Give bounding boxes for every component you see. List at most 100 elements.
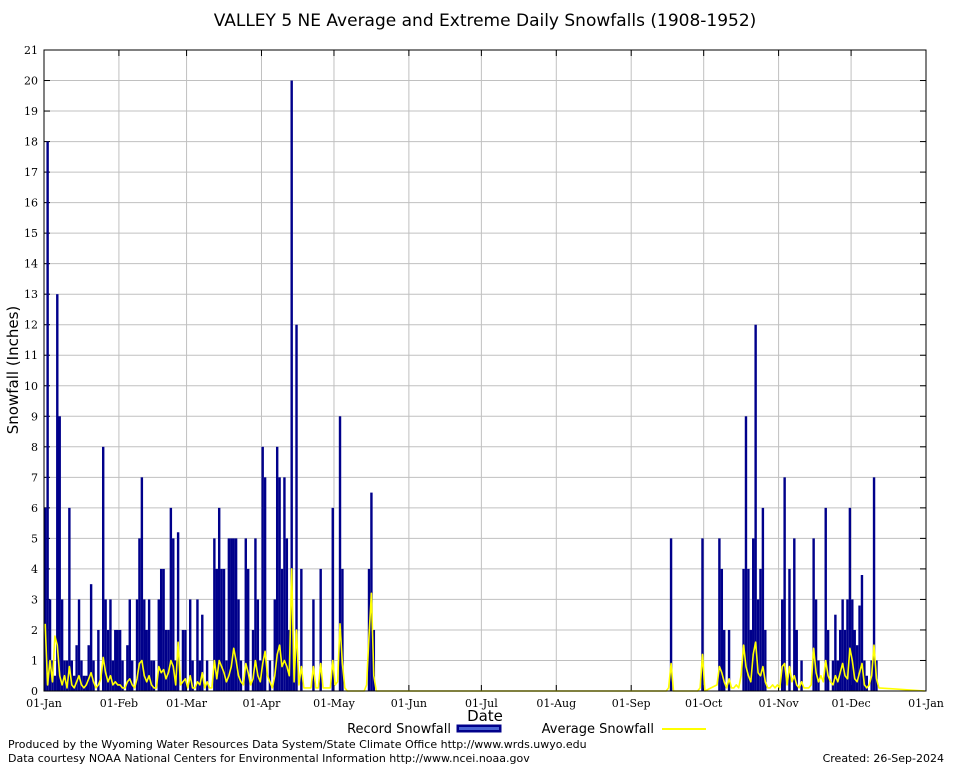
record-snowfall-bar bbox=[145, 629, 148, 691]
record-snowfall-bar bbox=[176, 532, 180, 691]
x-tick-label: 01-Mar bbox=[166, 697, 208, 710]
record-snowfall-bar bbox=[865, 675, 869, 691]
record-snowfall-bar bbox=[48, 599, 52, 691]
record-snowfall-bar bbox=[848, 507, 852, 691]
footer-credit-wrds: Produced by the Wyoming Water Resources … bbox=[8, 738, 587, 751]
record-snowfall-bar bbox=[261, 446, 264, 691]
record-snowfall-bar bbox=[65, 660, 69, 691]
record-snowfall-bar bbox=[80, 660, 83, 691]
record-snowfall-bar bbox=[164, 629, 168, 691]
record-snowfall-bar bbox=[172, 538, 175, 691]
record-snowfall-bar bbox=[273, 599, 276, 691]
record-snowfall-bar bbox=[744, 416, 748, 691]
record-snowfall-bar bbox=[169, 507, 173, 691]
record-snowfall-bar bbox=[370, 492, 373, 691]
average-snowfall-line bbox=[44, 568, 925, 692]
record-snowfall-bar bbox=[817, 660, 820, 691]
record-snowfall-bar bbox=[749, 629, 753, 691]
record-snowfall-bar bbox=[843, 629, 847, 691]
legend-record-label: Record Snowfall bbox=[347, 722, 451, 737]
record-snowfall-bar bbox=[669, 538, 673, 691]
record-snowfall-bar bbox=[846, 599, 849, 691]
y-axis-label: Snowfall (Inches) bbox=[4, 306, 22, 434]
record-snowfall-bar bbox=[77, 599, 81, 691]
record-snowfall-bar bbox=[263, 477, 267, 691]
record-snowfall-bar bbox=[826, 629, 830, 691]
y-tick-label: 20 bbox=[24, 75, 38, 88]
record-snowfall-bar bbox=[795, 629, 798, 691]
x-tick-label: 01-Apr bbox=[242, 697, 281, 710]
y-tick-label: 4 bbox=[31, 563, 38, 576]
record-snowfall-bar bbox=[338, 416, 342, 691]
record-snowfall-bar bbox=[764, 629, 767, 691]
record-snowfall-bar bbox=[312, 599, 315, 691]
record-snowfall-bar bbox=[75, 645, 78, 691]
record-snowfall-bar bbox=[138, 538, 141, 691]
record-snowfall-bar bbox=[217, 507, 221, 691]
record-snowfall-bar bbox=[278, 477, 281, 691]
record-snowfall-bar bbox=[230, 538, 233, 691]
record-snowfall-bar bbox=[60, 599, 64, 691]
x-tick-label: 01-Feb bbox=[100, 697, 138, 710]
y-tick-label: 8 bbox=[31, 441, 38, 454]
record-snowfall-bar bbox=[44, 507, 47, 691]
record-snowfall-bar bbox=[188, 599, 192, 691]
record-snowfall-bar bbox=[788, 568, 791, 691]
y-tick-label: 12 bbox=[24, 319, 38, 332]
record-snowfall-bar bbox=[198, 660, 202, 691]
record-snowfall-bar bbox=[256, 599, 260, 691]
record-snowfall-bar bbox=[89, 584, 93, 691]
record-snowfall-bar bbox=[858, 605, 861, 691]
record-snowfall-bar bbox=[97, 629, 100, 691]
record-snowfall-bar bbox=[232, 538, 235, 691]
record-snowfall-bar bbox=[58, 416, 61, 691]
record-snowfall-bar bbox=[793, 538, 796, 691]
record-snowfall-bar bbox=[831, 660, 835, 691]
record-snowfall-bar bbox=[201, 614, 204, 691]
record-snowfall-bar bbox=[92, 660, 95, 691]
record-snowfall-bar bbox=[118, 629, 122, 691]
y-tick-label: 9 bbox=[31, 410, 38, 423]
x-tick-label: 01-Sep bbox=[612, 697, 651, 710]
record-snowfall-bar bbox=[742, 568, 745, 691]
record-snowfall-bar bbox=[300, 568, 303, 691]
record-snowfall-bar bbox=[839, 629, 842, 691]
x-tick-label: 01-Dec bbox=[831, 697, 870, 710]
record-snowfall-bar bbox=[331, 507, 334, 691]
record-snowfall-bar bbox=[341, 568, 344, 691]
record-snowfall-bar bbox=[167, 629, 170, 691]
y-tick-label: 14 bbox=[24, 258, 38, 271]
x-axis-ticks: 01-Jan 01-Feb 01-Mar 01-Apr 01-May 01-Jun 01-J… bbox=[26, 697, 944, 710]
record-snowfall-bar bbox=[727, 629, 731, 691]
record-snowfall-bar bbox=[159, 568, 163, 691]
record-snowfall-bar bbox=[220, 568, 223, 691]
x-tick-label: 01-Aug bbox=[536, 697, 576, 710]
y-tick-label: 15 bbox=[24, 227, 38, 240]
record-snowfall-bar bbox=[834, 614, 837, 691]
record-snowfall-bar bbox=[184, 629, 187, 691]
record-snowfall-bar bbox=[82, 675, 86, 691]
record-snowfall-bar bbox=[205, 660, 209, 691]
record-snowfall-bar bbox=[275, 446, 279, 691]
x-tick-label: 01-Jan bbox=[908, 697, 944, 710]
record-snowfall-bar bbox=[295, 324, 298, 691]
record-snowfall-bar bbox=[319, 568, 322, 691]
record-snowfall-bar bbox=[135, 599, 139, 691]
y-tick-label: 5 bbox=[31, 532, 38, 545]
record-snowfall-bar bbox=[213, 538, 216, 691]
y-tick-label: 0 bbox=[31, 685, 38, 698]
record-snowfall-bar bbox=[863, 660, 866, 691]
record-snowfall-bar bbox=[752, 538, 755, 691]
record-snowfall-bar bbox=[181, 629, 185, 691]
record-snowfall-bar bbox=[56, 294, 59, 691]
record-snowfall-bar bbox=[130, 660, 134, 691]
y-tick-label: 10 bbox=[24, 380, 38, 393]
record-snowfall-bar bbox=[225, 660, 228, 691]
x-tick-label: 01-Oct bbox=[685, 697, 723, 710]
y-tick-label: 17 bbox=[24, 166, 38, 179]
record-snowfall-bar bbox=[157, 599, 160, 691]
record-snowfall-bar bbox=[254, 538, 257, 691]
record-snowfall-bar bbox=[259, 660, 262, 691]
